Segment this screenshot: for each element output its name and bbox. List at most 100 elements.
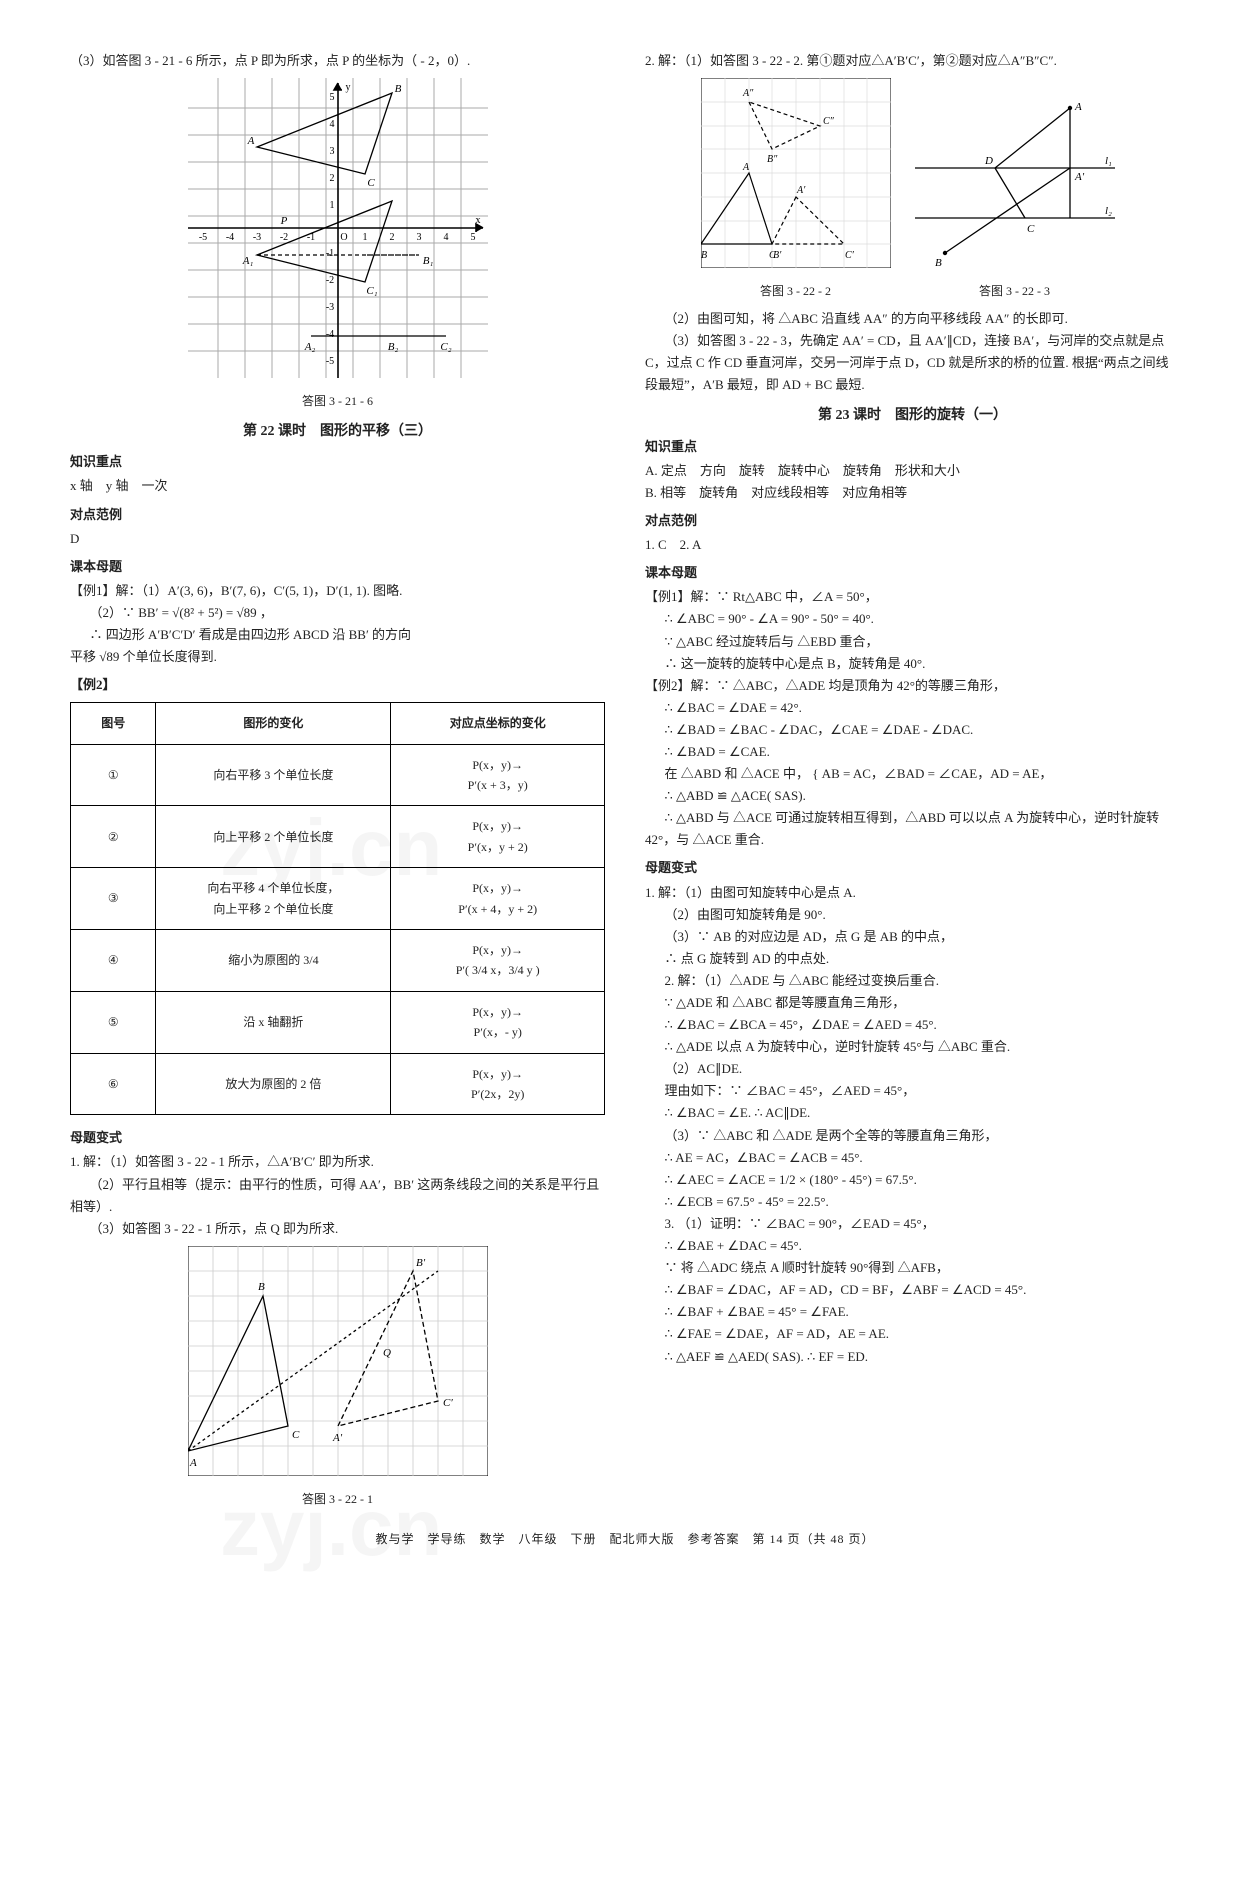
svg-text:B′: B′ bbox=[416, 1257, 426, 1269]
solution-line: ∴ △ADE 以点 A 为旋转中心，逆时针旋转 45°与 △ABC 重合. bbox=[645, 1036, 1180, 1058]
svg-text:2: 2 bbox=[389, 232, 394, 243]
duidian-22-text: D bbox=[70, 528, 605, 550]
mother-label: 课本母题 bbox=[645, 562, 1180, 584]
table-header: 图形的变化 bbox=[156, 703, 391, 744]
svg-text:-3: -3 bbox=[252, 232, 260, 243]
svg-text:-2: -2 bbox=[279, 232, 287, 243]
table-cell: P(x，y)→ P′( 3/4 x，3/4 y ) bbox=[391, 930, 605, 992]
solution-line: ∵ △ADE 和 △ABC 都是等腰直角三角形， bbox=[645, 992, 1180, 1014]
line-diagram-svg: A D A′ l₁ Cl₂ B bbox=[905, 98, 1125, 268]
svg-text:Q: Q bbox=[383, 1347, 391, 1359]
svg-text:B: B bbox=[701, 250, 707, 261]
solution-line: （3）∵ △ABC 和 △ADE 是两个全等的等腰直角三角形， bbox=[645, 1125, 1180, 1147]
table-cell: ① bbox=[71, 744, 156, 806]
solution-line: ∴ 点 G 旋转到 AD 的中点处. bbox=[645, 948, 1180, 970]
solution-line: ∴ ∠FAE = ∠DAE，AF = AD，AE = AE. bbox=[645, 1323, 1180, 1345]
table-cell: ② bbox=[71, 806, 156, 868]
svg-text:A₁: A₁ bbox=[241, 255, 253, 267]
svg-text:-5: -5 bbox=[325, 356, 333, 367]
svg-text:A: A bbox=[742, 162, 750, 173]
svg-text:2: 2 bbox=[329, 173, 334, 184]
svg-text:B: B bbox=[394, 83, 401, 95]
svg-text:A′: A′ bbox=[796, 185, 806, 196]
table-row: ④缩小为原图的 3/4P(x，y)→ P′( 3/4 x，3/4 y ) bbox=[71, 930, 605, 992]
svg-text:A: A bbox=[1074, 101, 1082, 113]
ex1-line: 平移 √89 个单位长度得到. bbox=[70, 646, 605, 668]
duidian-23-text: 1. C 2. A bbox=[645, 534, 1180, 556]
solution-line: ∴ AE = AC，∠BAC = ∠ACB = 45°. bbox=[645, 1147, 1180, 1169]
solution-line: ∵ 将 △ADC 绕点 A 顺时针旋转 90°得到 △AFB， bbox=[645, 1257, 1180, 1279]
svg-text:1: 1 bbox=[362, 232, 367, 243]
bianshu-line: （2）平行且相等（提示：由平行的性质，可得 AA′，BB′ 这两条线段之间的关系… bbox=[70, 1174, 605, 1218]
figure-3-22-2: A″C″B″ ABC A′B′C′ bbox=[701, 78, 891, 275]
svg-text:C: C bbox=[292, 1429, 300, 1441]
ex1-line: ∴ 四边形 A′B′C′D′ 看成是由四边形 ABCD 沿 BB′ 的方向 bbox=[70, 624, 605, 646]
fig-3-22-3-caption: 答图 3 - 22 - 3 bbox=[905, 281, 1125, 301]
solution-line: ∴ ∠BAF + ∠BAE = 45° = ∠FAE. bbox=[645, 1301, 1180, 1323]
svg-text:l₁: l₁ bbox=[1105, 155, 1112, 167]
svg-text:P: P bbox=[279, 215, 287, 227]
duidian-label: 对点范例 bbox=[645, 510, 1180, 532]
svg-text:C₂: C₂ bbox=[440, 341, 451, 353]
knowledge-label: 知识重点 bbox=[70, 451, 605, 473]
q2-line: 2. 解：（1）如答图 3 - 22 - 2. 第①题对应△A′B′C′，第②题… bbox=[645, 50, 1180, 72]
table-cell: 向上平移 2 个单位长度 bbox=[156, 806, 391, 868]
duidian-label: 对点范例 bbox=[70, 504, 605, 526]
svg-text:l₂: l₂ bbox=[1105, 205, 1112, 217]
solution-line: （3）∵ AB 的对应边是 AD，点 G 是 AB 的中点， bbox=[645, 926, 1180, 948]
svg-text:3: 3 bbox=[416, 232, 421, 243]
bianshu-line: （3）如答图 3 - 22 - 1 所示，点 Q 即为所求. bbox=[70, 1218, 605, 1240]
grid-plot-svg: -5-4-3-2-1 O 12345 54321 -1-2-3-4-5 xy A… bbox=[188, 78, 488, 378]
svg-text:A′: A′ bbox=[1074, 171, 1085, 183]
svg-text:C′: C′ bbox=[443, 1397, 453, 1409]
table-cell: ③ bbox=[71, 868, 156, 930]
svg-text:-4: -4 bbox=[325, 329, 333, 340]
table-cell: 向右平移 3 个单位长度 bbox=[156, 744, 391, 806]
solution-line: 【例1】解：∵ Rt△ABC 中，∠A = 50°， bbox=[645, 586, 1180, 608]
table-cell: 缩小为原图的 3/4 bbox=[156, 930, 391, 992]
ex2-table: 图号 图形的变化 对应点坐标的变化 ①向右平移 3 个单位长度P(x，y)→ P… bbox=[70, 702, 605, 1115]
svg-text:B₁: B₁ bbox=[422, 255, 433, 267]
table-cell: ④ bbox=[71, 930, 156, 992]
svg-text:B′: B′ bbox=[773, 250, 782, 261]
fig-3-22-1-caption: 答图 3 - 22 - 1 bbox=[70, 1489, 605, 1509]
after-fig-line: （2）由图可知，将 △ABC 沿直线 AA″ 的方向平移线段 AA″ 的长即可. bbox=[645, 308, 1180, 330]
solution-line: ∴ ∠AEC = ∠ACE = 1/2 × (180° - 45°) = 67.… bbox=[645, 1169, 1180, 1191]
solution-line: 理由如下：∵ ∠BAC = 45°，∠AED = 45°， bbox=[645, 1080, 1180, 1102]
knowledge-label: 知识重点 bbox=[645, 436, 1180, 458]
svg-text:A: A bbox=[246, 135, 254, 147]
svg-text:A: A bbox=[189, 1457, 197, 1469]
grid-plot-svg: ABC A′B′C′ Q bbox=[188, 1246, 488, 1476]
solution-line: （2）AC∥DE. bbox=[645, 1058, 1180, 1080]
table-cell: P(x，y)→ P′(x + 3，y) bbox=[391, 744, 605, 806]
table-cell: 放大为原图的 2 倍 bbox=[156, 1053, 391, 1115]
table-cell: ⑤ bbox=[71, 991, 156, 1053]
svg-text:B: B bbox=[258, 1281, 265, 1293]
svg-text:A″: A″ bbox=[742, 88, 754, 99]
solution-line: ∴ 这一旋转的旋转中心是点 B，旋转角是 40°. bbox=[645, 653, 1180, 675]
svg-text:C: C bbox=[1027, 223, 1035, 235]
solution-line: 1. 解：（1）由图可知旋转中心是点 A. bbox=[645, 882, 1180, 904]
table-row: 图号 图形的变化 对应点坐标的变化 bbox=[71, 703, 605, 744]
svg-text:C′: C′ bbox=[845, 250, 855, 261]
page-footer: 教与学 学导练 数学 八年级 下册 配北师大版 参考答案 第 14 页（共 48… bbox=[70, 1529, 1180, 1549]
svg-text:C″: C″ bbox=[823, 116, 835, 127]
solution-line: ∴ ∠ABC = 90° - ∠A = 90° - 50° = 40°. bbox=[645, 608, 1180, 630]
svg-text:B: B bbox=[935, 257, 942, 268]
table-cell: P(x，y)→ P′(x + 4，y + 2) bbox=[391, 868, 605, 930]
solution-line: ∴ ∠BAF = ∠DAC，AF = AD，CD = BF，∠ABF = ∠AC… bbox=[645, 1279, 1180, 1301]
solution-line: ∴ ∠BAC = ∠DAE = 42°. bbox=[645, 697, 1180, 719]
solution-line: 在 △ABD 和 △ACE 中， { AB = AC，∠BAD = ∠CAE，A… bbox=[645, 763, 1180, 785]
mother-label: 课本母题 bbox=[70, 556, 605, 578]
table-row: ①向右平移 3 个单位长度P(x，y)→ P′(x + 3，y) bbox=[71, 744, 605, 806]
svg-text:4: 4 bbox=[329, 119, 334, 130]
table-cell: P(x，y)→ P′(x，y + 2) bbox=[391, 806, 605, 868]
knowledge-22-text: x 轴 y 轴 一次 bbox=[70, 475, 605, 497]
table-cell: P(x，y)→ P′(2x，2y) bbox=[391, 1053, 605, 1115]
figure-3-22-3: A D A′ l₁ Cl₂ B bbox=[905, 98, 1125, 275]
solution-line: 【例2】解：∵ △ABC，△ADE 均是顶角为 42°的等腰三角形， bbox=[645, 675, 1180, 697]
table-row: ③向右平移 4 个单位长度， 向上平移 2 个单位长度P(x，y)→ P′(x … bbox=[71, 868, 605, 930]
table-header: 图号 bbox=[71, 703, 156, 744]
svg-text:D: D bbox=[984, 155, 993, 167]
q3-text: （3）如答图 3 - 21 - 6 所示，点 P 即为所求，点 P 的坐标为（ … bbox=[70, 50, 605, 72]
